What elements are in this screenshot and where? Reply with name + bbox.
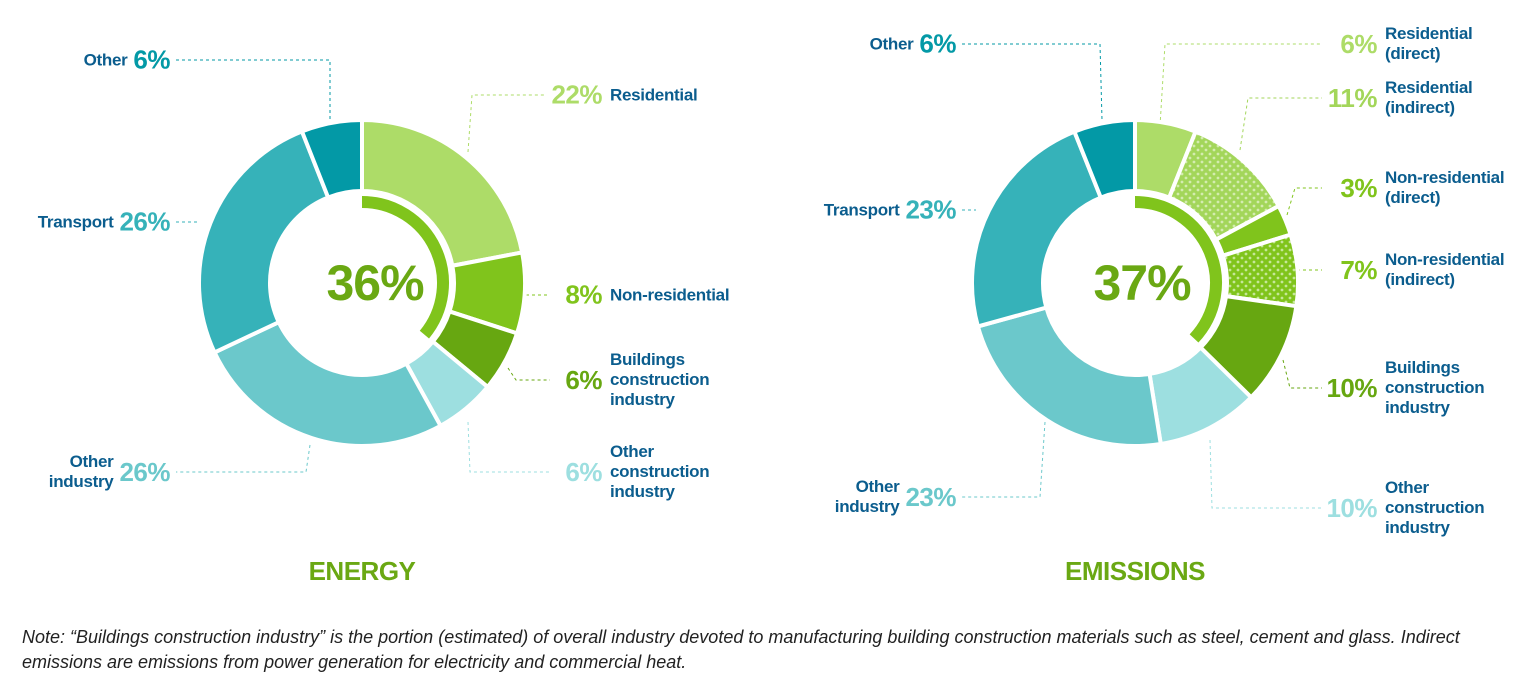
leader-line: [507, 367, 550, 381]
slice-transport: [970, 129, 1104, 329]
label-emissions-other-construction: 10% Other construction industry: [1326, 478, 1485, 537]
label-emissions-non-residential-direct: 3% Non-residential (direct): [1340, 168, 1505, 207]
leader-line: [467, 94, 545, 153]
energy-title: ENERGY: [308, 556, 416, 586]
buildings-share-arc: [361, 196, 449, 339]
label-energy-other-industry: Other industry 26%: [48, 452, 171, 491]
leader-line: [1286, 187, 1322, 216]
emissions-title: EMISSIONS: [1065, 556, 1205, 586]
slice-other-industry: [975, 305, 1164, 448]
label-emissions-buildings-construction: 10% Buildings construction industry: [1326, 358, 1485, 417]
label-energy-transport: Transport 26%: [37, 206, 171, 237]
label-energy-other-construction: 6% Other construction industry: [565, 442, 710, 501]
label-energy-residential: 22% Residential: [551, 79, 698, 110]
slice-other: [299, 117, 364, 201]
leader-line: [467, 421, 550, 473]
leader-line: [1209, 439, 1322, 509]
label-energy-non-residential: 8% Non-residential: [565, 279, 730, 310]
leader-line: [962, 43, 1103, 121]
label-emissions-transport: Transport 23%: [823, 194, 957, 225]
footnote: Note: “Buildings construction industry” …: [22, 627, 1460, 672]
label-emissions-other: Other 6%: [869, 28, 957, 59]
label-emissions-residential-direct: 6% Residential (direct): [1340, 24, 1473, 63]
label-energy-other: Other 6%: [83, 44, 171, 75]
emissions-center-label: 37%: [1093, 255, 1191, 311]
slice-residential: [360, 117, 525, 269]
buildings-share-arc: [1134, 196, 1222, 343]
slice-other-industry: [211, 319, 444, 448]
leader-line: [1282, 359, 1322, 389]
energy-center-label: 36%: [326, 255, 424, 311]
leader-line: [962, 421, 1046, 498]
label-emissions-non-residential-indirect: 7% Non-residential (indirect): [1340, 250, 1505, 289]
leader-line: [1239, 97, 1322, 151]
leader-line: [176, 444, 311, 473]
leader-line: [176, 59, 331, 120]
leader-line: [1159, 43, 1322, 127]
label-energy-buildings-construction: 6% Buildings construction industry: [565, 350, 710, 409]
slice-transport: [197, 128, 331, 356]
slice-other: [1071, 117, 1137, 201]
label-emissions-other-industry: Other industry 23%: [834, 477, 957, 516]
label-emissions-residential-indirect: 11% Residential (indirect): [1327, 78, 1473, 117]
